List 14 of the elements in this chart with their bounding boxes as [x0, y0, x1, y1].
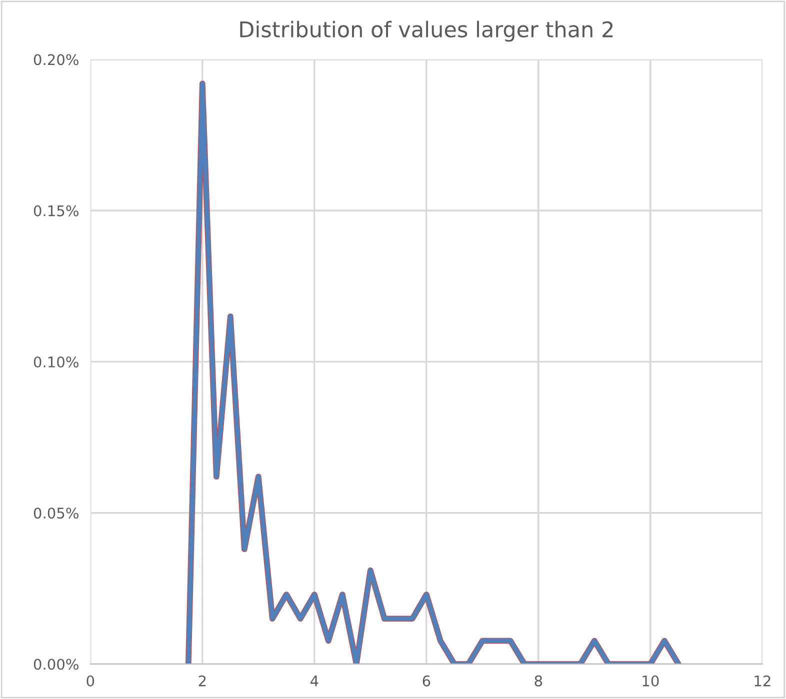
x-tick-label: 2	[198, 675, 206, 686]
y-tick-label: 0.10%	[34, 356, 78, 368]
x-tick-label: 6	[422, 675, 430, 686]
chart-title: Distribution of values larger than 2	[240, 20, 613, 42]
x-tick-label: 10	[642, 675, 659, 686]
x-tick-label: 0	[86, 675, 94, 686]
x-tick-label: 4	[310, 676, 318, 686]
y-tick-label: 0.05%	[34, 508, 78, 519]
x-tick-label: 8	[534, 675, 542, 686]
y-tick-label: 0.15%	[34, 205, 78, 216]
y-tick-label: 0.00%	[34, 658, 78, 670]
line-series	[185, 80, 682, 664]
y-tick-label: 0.20%	[34, 54, 78, 66]
x-tick-label: 12	[754, 675, 770, 686]
